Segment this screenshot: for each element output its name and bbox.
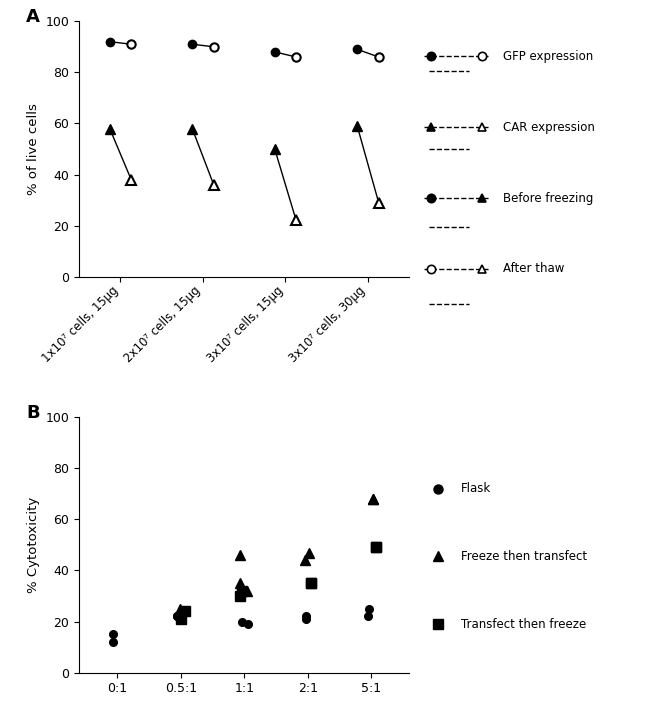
Text: A: A (26, 8, 40, 26)
Text: Before freezing: Before freezing (504, 192, 594, 205)
Text: GFP expression: GFP expression (504, 50, 594, 63)
Text: CAR expression: CAR expression (504, 121, 595, 134)
Text: Freeze then transfect: Freeze then transfect (461, 550, 587, 563)
Text: B: B (26, 404, 40, 423)
Y-axis label: % Cytotoxicity: % Cytotoxicity (27, 497, 40, 593)
Text: After thaw: After thaw (504, 263, 565, 275)
Text: Flask: Flask (461, 482, 492, 495)
Y-axis label: % of live cells: % of live cells (27, 103, 40, 195)
Text: Transfect then freeze: Transfect then freeze (461, 618, 587, 631)
